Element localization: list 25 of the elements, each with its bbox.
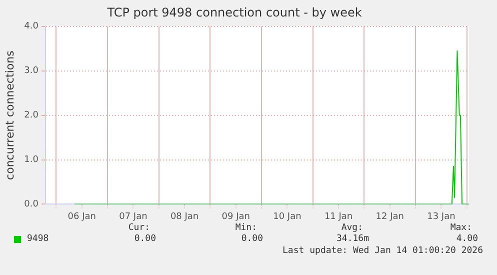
x-tick-label: 11 Jan xyxy=(324,212,353,222)
text: 0.00 xyxy=(134,234,156,244)
text: Avg: xyxy=(341,223,363,233)
chart-title: TCP port 9498 connection count - by week xyxy=(106,5,362,20)
text: 34.16m xyxy=(336,234,369,244)
text: Last update: Wed Jan 14 01:00:20 2026 xyxy=(282,246,483,256)
y-tick-label: 4.0 xyxy=(24,22,39,32)
x-tick-label: 10 Jan xyxy=(273,212,302,222)
y-tick-label: 3.0 xyxy=(24,66,39,76)
text: 4.00 xyxy=(456,234,478,244)
text: Max: xyxy=(450,223,472,233)
x-tick-label: 09 Jan xyxy=(222,212,250,222)
x-tick-label: 08 Jan xyxy=(170,212,199,222)
y-tick-label: 0.0 xyxy=(24,200,39,210)
legend-label: 9498 xyxy=(27,234,49,244)
y-tick-label: 1.0 xyxy=(24,155,39,166)
x-tick-label: 07 Jan xyxy=(119,212,148,222)
text: 0.00 xyxy=(241,234,263,244)
x-tick-label: 06 Jan xyxy=(68,212,96,222)
x-tick-label: 13 Jan xyxy=(427,212,456,222)
y-axis-title: concurrent connections xyxy=(3,50,16,180)
text: Min: xyxy=(235,223,257,233)
x-tick-label: 12 Jan xyxy=(376,212,404,222)
text: Cur: xyxy=(128,223,150,233)
y-tick-label: 2.0 xyxy=(24,110,39,121)
